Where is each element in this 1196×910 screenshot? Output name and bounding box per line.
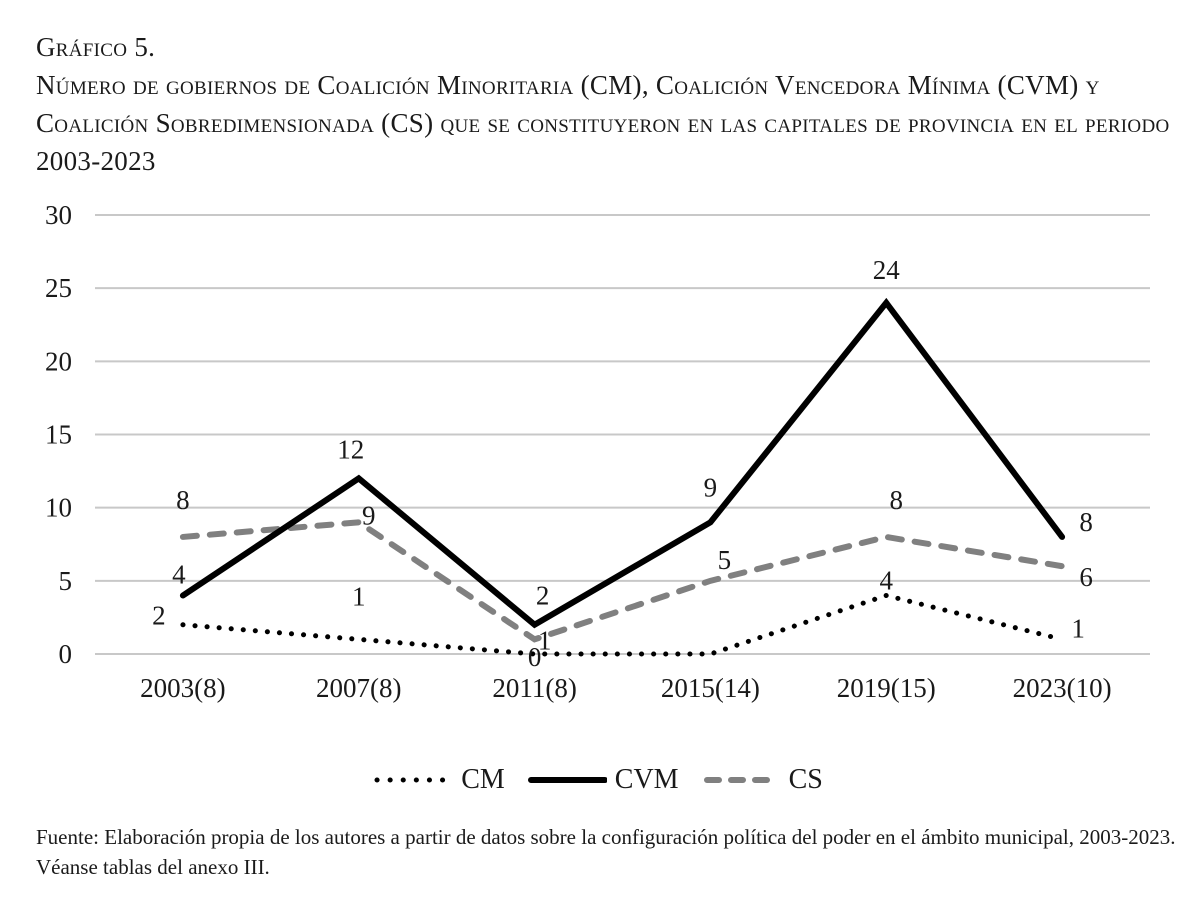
- y-tick-label: 5: [59, 566, 73, 596]
- x-tick-label: 2019(15): [837, 673, 936, 703]
- y-tick-label: 25: [45, 273, 72, 303]
- data-label-cvm: 24: [873, 255, 901, 285]
- y-tick-label: 20: [45, 346, 72, 376]
- figure-title: Número de gobiernos de Coalición Minorit…: [36, 70, 1170, 176]
- x-tick-label: 2023(10): [1013, 673, 1112, 703]
- x-axis-ticks: 2003(8) 2007(8) 2011(8) 2015(14) 2019(15) 202…: [140, 673, 1111, 703]
- data-label-cvm: 9: [704, 472, 718, 502]
- x-tick-label: 2003(8): [140, 673, 225, 703]
- series-line-cm: [180, 592, 1065, 657]
- data-label-cs: 1: [538, 625, 552, 655]
- data-label-cs: 9: [362, 500, 376, 530]
- solid-line-swatch-icon: [527, 777, 607, 783]
- data-label-cm: 4: [880, 565, 894, 595]
- source-note: Fuente: Elaboración propia de los autore…: [36, 825, 1176, 879]
- figure-header: Gráfico 5. Número de gobiernos de Coalic…: [36, 30, 1176, 180]
- x-tick-label: 2011(8): [492, 673, 576, 703]
- data-label-cvm: 4: [172, 559, 186, 589]
- legend-item-cm: CM: [373, 764, 505, 796]
- data-label-cm: 0: [528, 642, 542, 672]
- data-label-cs: 6: [1079, 562, 1093, 592]
- data-label-cm: 1: [352, 581, 366, 611]
- data-label-cs: 5: [718, 545, 732, 575]
- data-label-cm: 1: [1071, 613, 1085, 643]
- legend-label-cs: CS: [788, 764, 823, 795]
- data-label-cvm: 8: [1079, 507, 1093, 537]
- legend-item-cvm: CVM: [527, 764, 679, 796]
- legend: CM CVM CS: [0, 760, 1196, 800]
- data-label-cs: 8: [176, 485, 190, 515]
- y-axis-ticks: 0 5 10 15 20 25 30: [45, 200, 72, 669]
- data-label-cs: 8: [890, 485, 904, 515]
- x-tick-label: 2007(8): [316, 673, 401, 703]
- figure-label: Gráfico 5.: [36, 32, 156, 62]
- data-label-cvm: 2: [536, 581, 550, 611]
- dashed-line-swatch-icon: [703, 777, 778, 783]
- series-line-cs: [179, 519, 1066, 643]
- y-tick-label: 0: [59, 639, 73, 669]
- dotted-line-swatch-icon: [374, 777, 452, 783]
- series-line-cvm: [179, 297, 1066, 629]
- series-lines: [179, 297, 1066, 657]
- legend-label-cvm: CVM: [614, 764, 679, 795]
- legend-item-cs: CS: [701, 764, 823, 796]
- gridlines: [95, 214, 1150, 655]
- data-label-cm: 2: [152, 601, 166, 631]
- y-tick-label: 30: [45, 200, 72, 230]
- legend-label-cm: CM: [461, 764, 505, 795]
- x-tick-label: 2015(14): [661, 673, 760, 703]
- y-tick-label: 10: [45, 493, 72, 523]
- y-tick-label: 15: [45, 420, 72, 450]
- data-label-cvm: 12: [337, 434, 364, 464]
